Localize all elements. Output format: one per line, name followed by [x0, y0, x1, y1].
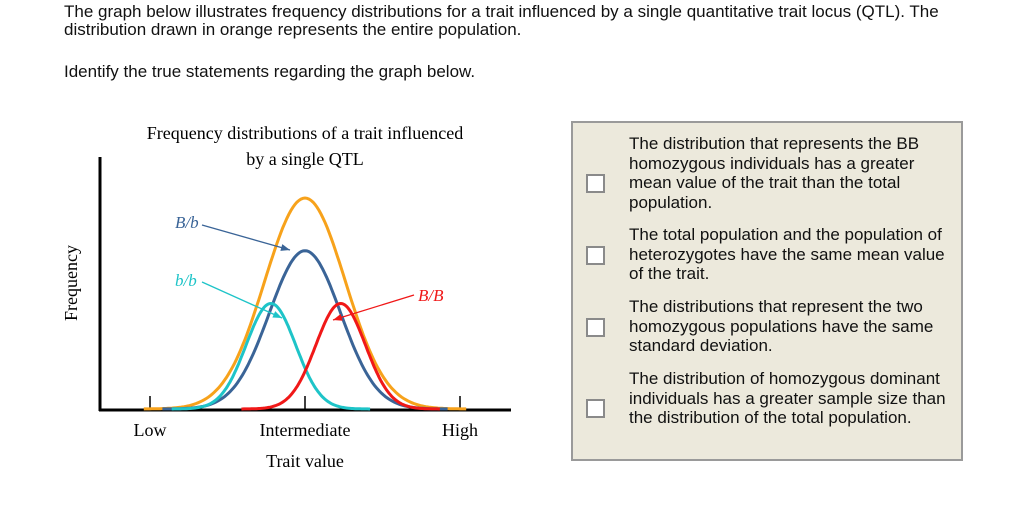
y-axis-label: Frequency	[61, 245, 81, 321]
question-text: Identify the true statements regarding t…	[64, 62, 476, 81]
option-4-checkbox[interactable]	[586, 399, 605, 418]
x-tick-label: Intermediate	[260, 420, 351, 440]
option-4-text[interactable]: The distribution of homozygous dominant …	[629, 369, 946, 427]
pointer-arrow	[332, 294, 415, 321]
answer-options-box: The distribution that represents the BB …	[571, 121, 963, 461]
series-label-b-b: B/b	[175, 213, 199, 232]
curve-total-population	[143, 196, 467, 411]
option-3-checkbox[interactable]	[586, 318, 605, 337]
x-axis-label: Trait value	[266, 451, 344, 471]
option-2-checkbox[interactable]	[586, 246, 605, 265]
series-label-b-b: b/b	[175, 271, 197, 290]
arrowhead-icon	[280, 244, 290, 251]
option-3-text[interactable]: The distributions that represent the two…	[629, 297, 934, 355]
curve-b-b	[241, 301, 440, 411]
x-tick-label: Low	[134, 420, 167, 440]
chart-title-line2: by a single QTL	[246, 149, 363, 169]
intro-text: The graph below illustrates frequency di…	[64, 2, 939, 39]
x-tick-label: High	[442, 420, 478, 440]
chart-title-line1: Frequency distributions of a trait influ…	[147, 123, 463, 143]
curve-b-b	[162, 249, 448, 411]
series-label-b-b: B/B	[418, 286, 444, 305]
option-1-text[interactable]: The distribution that represents the BB …	[629, 134, 920, 212]
pointer-arrow	[201, 281, 283, 319]
curve-b-b	[171, 301, 371, 411]
option-2-text[interactable]: The total population and the population …	[629, 225, 945, 283]
arrowhead-icon	[333, 314, 343, 321]
option-1-checkbox[interactable]	[586, 174, 605, 193]
pointer-arrow	[201, 224, 291, 251]
arrowhead-icon	[272, 311, 282, 318]
chart: Frequency distributions of a trait influ…	[61, 123, 511, 471]
